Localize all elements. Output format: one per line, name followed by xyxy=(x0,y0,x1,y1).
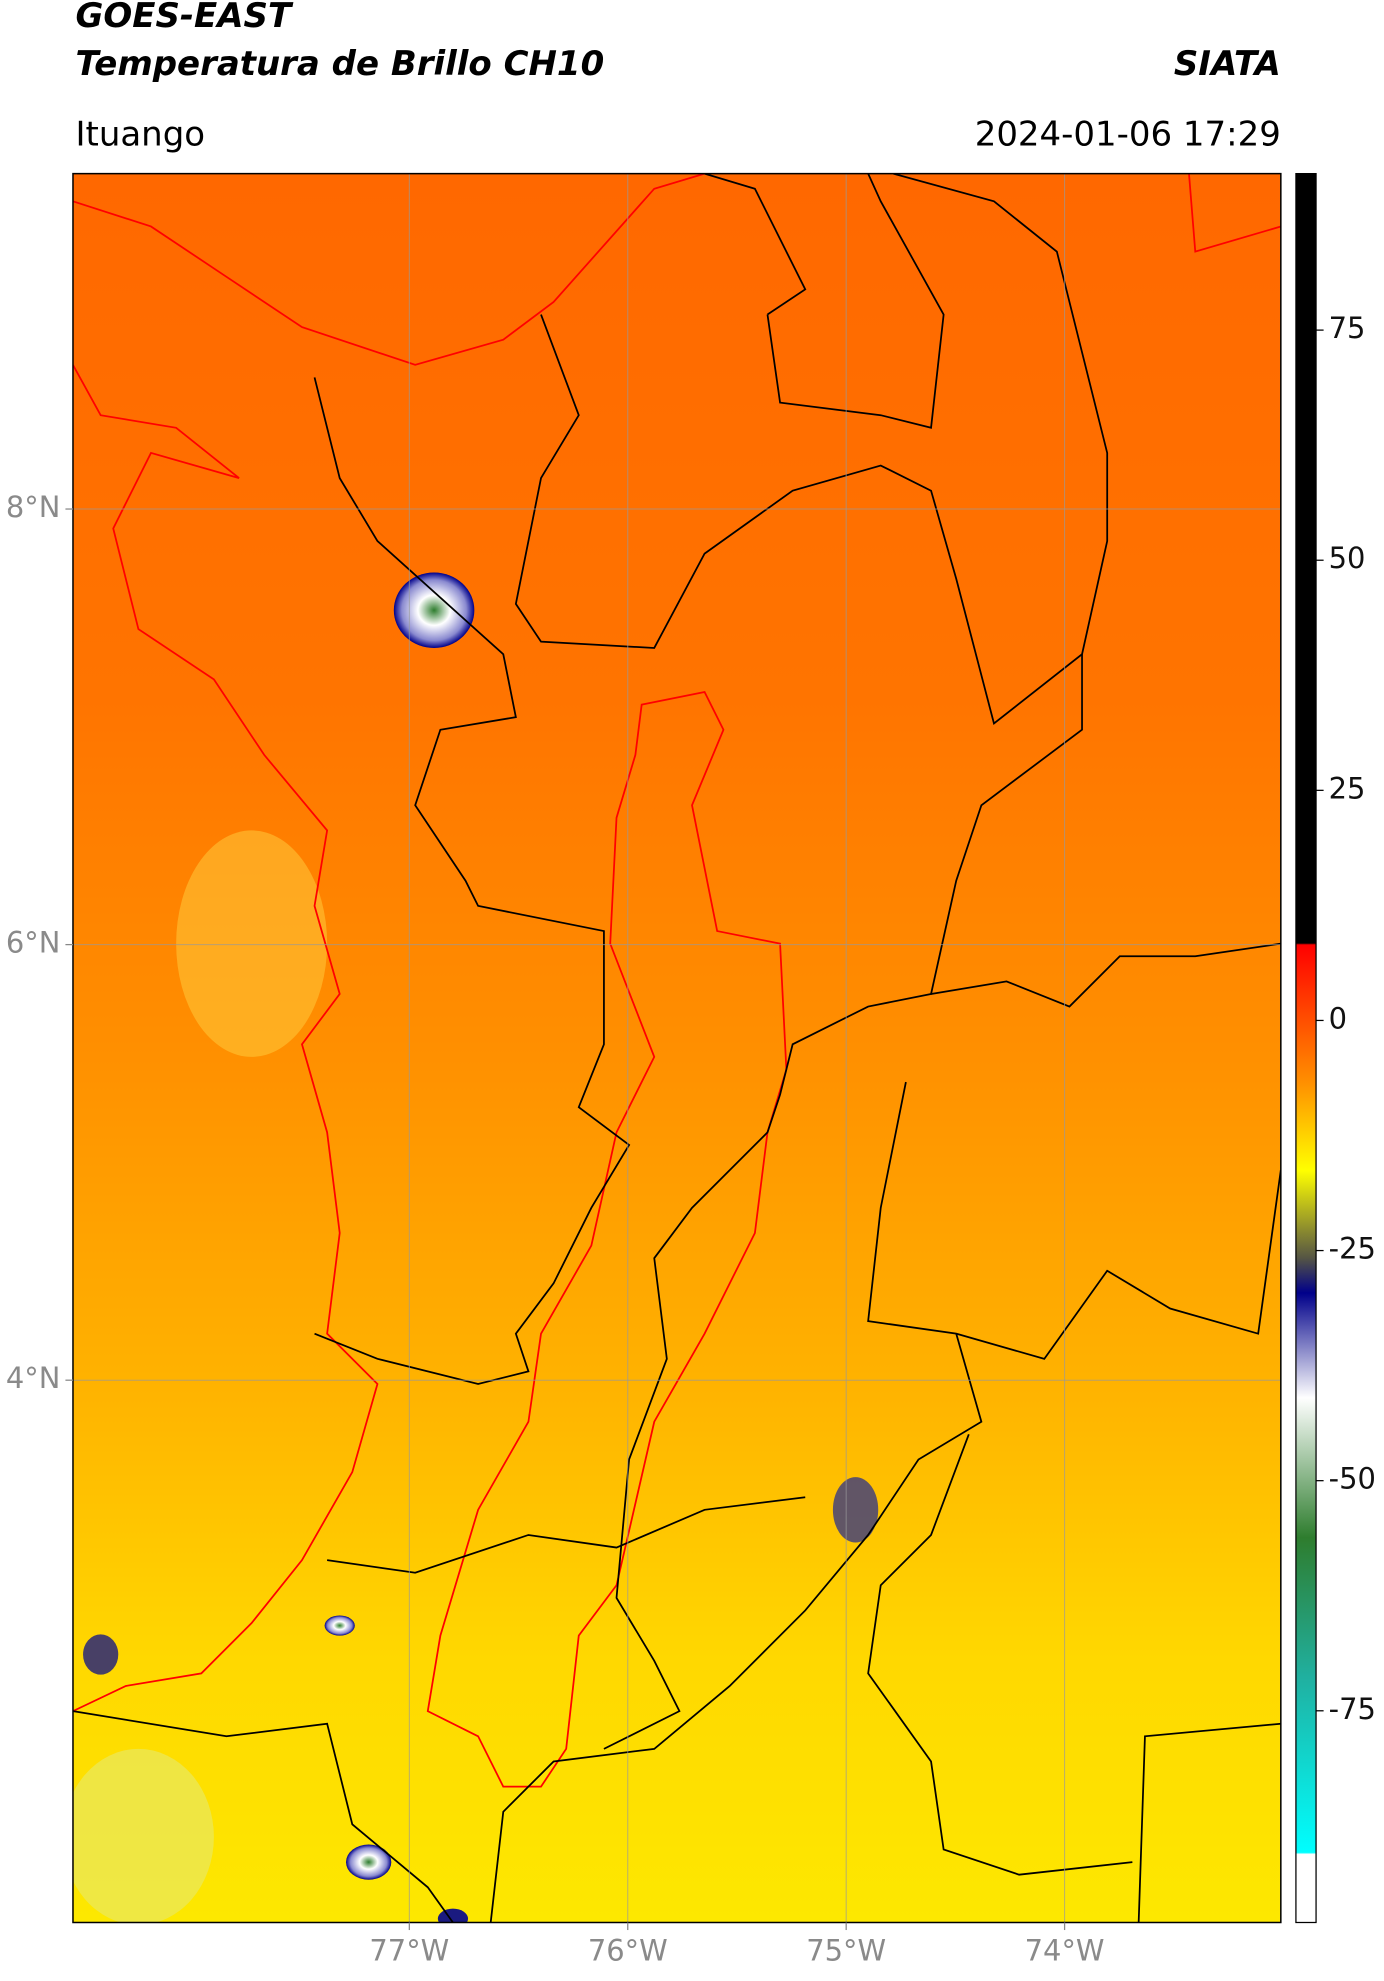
warm-patch xyxy=(72,1748,214,1923)
colorbar-tick-label: 75 xyxy=(1329,311,1366,345)
y-tick-label: 6°N xyxy=(6,926,61,960)
cloud xyxy=(324,1615,355,1636)
colorbar-tick-label: -25 xyxy=(1329,1232,1376,1266)
grid xyxy=(72,173,1281,1923)
x-tick-label: 74°W xyxy=(1025,1934,1105,1968)
source: SIATA xyxy=(1174,44,1281,84)
y-tick-label: 4°N xyxy=(6,1361,61,1395)
warm-patch xyxy=(176,830,328,1057)
map-field xyxy=(72,173,1281,1923)
cloud xyxy=(437,1908,469,1923)
colorbar-tick-label: 25 xyxy=(1329,771,1366,805)
x-tick-label: 77°W xyxy=(369,1934,449,1968)
colorbar-tick-label: 50 xyxy=(1329,541,1366,575)
colorbar xyxy=(1295,172,1317,1924)
x-tick-label: 75°W xyxy=(806,1934,886,1968)
map-frame xyxy=(72,172,1282,1924)
location: Ituango xyxy=(75,114,205,154)
cloud xyxy=(832,1477,879,1543)
cloud xyxy=(83,1634,119,1675)
x-tick-label: 76°W xyxy=(588,1934,668,1968)
colorbar-tick-label: 0 xyxy=(1329,1001,1347,1035)
cloud xyxy=(346,1844,392,1880)
y-tick-label: 8°N xyxy=(6,490,61,524)
subtitle: Temperatura de Brillo CH10 xyxy=(75,44,604,84)
boundaries xyxy=(72,173,1281,1923)
coastline xyxy=(72,173,1281,1788)
title: GOES-EAST xyxy=(75,0,293,36)
cloud xyxy=(393,572,475,648)
timestamp: 2024-01-06 17:29 xyxy=(975,114,1281,154)
colorbar-tick-label: -75 xyxy=(1329,1692,1376,1726)
colorbar-tick-label: -50 xyxy=(1329,1462,1376,1496)
